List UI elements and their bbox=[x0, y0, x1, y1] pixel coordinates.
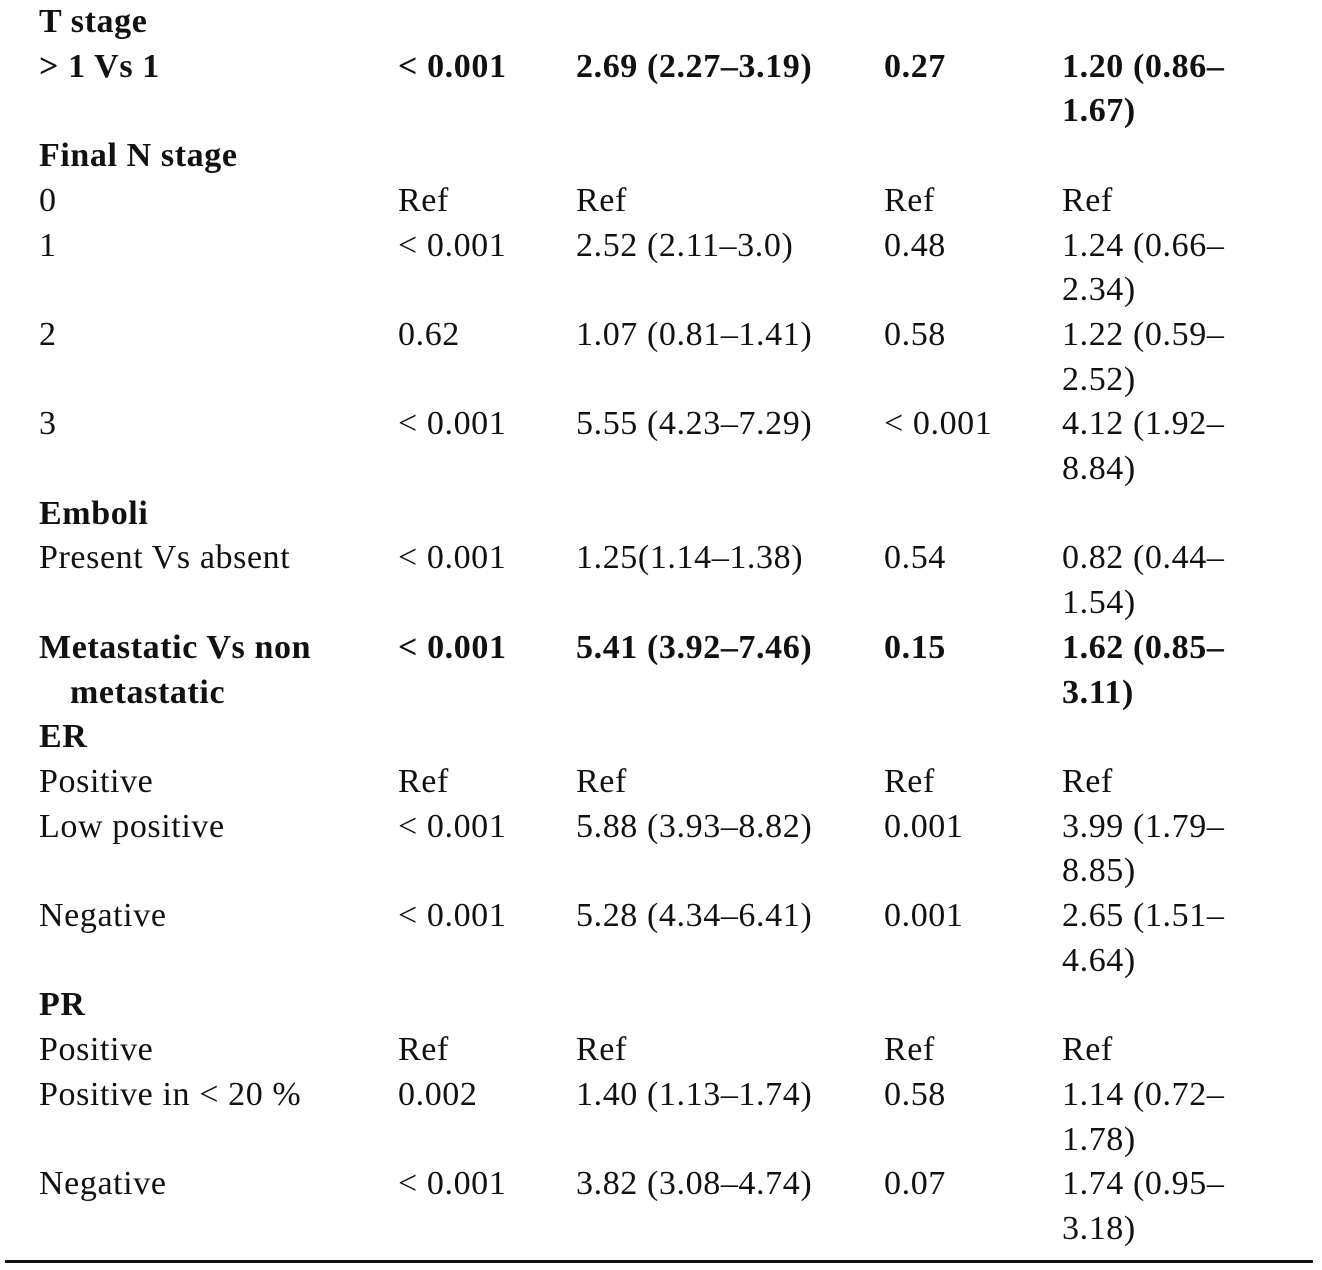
table-cell: 2.69 (2.27–3.19) bbox=[576, 47, 813, 85]
table-row: Positive Ref Ref Ref Ref bbox=[39, 760, 1259, 805]
table-cell: 0.27 bbox=[884, 47, 946, 85]
table-cell: 1.14 (0.72–1.78) bbox=[1062, 1075, 1225, 1158]
table-cell: 1.62 (0.85–3.11) bbox=[1062, 628, 1225, 711]
table-cell: < 0.001 bbox=[398, 1165, 507, 1203]
table-row: Final N stage bbox=[39, 134, 1259, 179]
table-cell: Ref bbox=[884, 762, 935, 800]
table-cell: Ref bbox=[576, 762, 627, 800]
row-label: Metastatic Vs non metastatic bbox=[39, 628, 312, 711]
table-cell: 0.58 bbox=[884, 315, 946, 353]
table-cell: 0.62 bbox=[398, 315, 460, 353]
table-cell: 1.74 (0.95–3.18) bbox=[1062, 1165, 1225, 1247]
table-row: Positive in < 20 % 0.002 1.40 (1.13–1.74) 0… bbox=[39, 1073, 1259, 1162]
table-cell: Ref bbox=[884, 181, 935, 219]
row-label: 3 bbox=[39, 405, 57, 443]
table-row: Present Vs absent < 0.001 1.25(1.14–1.38) 0… bbox=[39, 536, 1259, 625]
results-table: T stage > 1 Vs 1 < 0.001 2.69 (2.27–3.19) 0.… bbox=[39, 0, 1259, 1252]
table-cell: 5.28 (4.34–6.41) bbox=[576, 897, 813, 935]
table-row: 3 < 0.001 5.55 (4.23–7.29) < 0.001 4.12 (1.9… bbox=[39, 402, 1259, 491]
row-label: Negative bbox=[39, 897, 167, 935]
table-cell: 0.001 bbox=[884, 807, 964, 845]
table-cell: Ref bbox=[1062, 762, 1113, 800]
table-cell: 0.002 bbox=[398, 1075, 478, 1113]
table-body: T stage > 1 Vs 1 < 0.001 2.69 (2.27–3.19) 0.… bbox=[39, 0, 1259, 1252]
table-cell: Ref bbox=[576, 1031, 627, 1069]
table-row: Low positive < 0.001 5.88 (3.93–8.82) 0.001… bbox=[39, 805, 1259, 894]
section-header: Emboli bbox=[39, 494, 149, 532]
table-cell: 0.07 bbox=[884, 1165, 946, 1203]
table-cell: 2.52 (2.11–3.0) bbox=[576, 226, 794, 264]
section-header: PR bbox=[39, 986, 86, 1024]
row-label: 2 bbox=[39, 315, 57, 353]
table-cell: 0.82 (0.44–1.54) bbox=[1062, 539, 1225, 622]
table-row: 0 Ref Ref Ref Ref bbox=[39, 179, 1259, 224]
table-row: Emboli bbox=[39, 492, 1259, 537]
table-cell: 5.88 (3.93–8.82) bbox=[576, 807, 813, 845]
table-cell: < 0.001 bbox=[398, 226, 507, 264]
row-label: > 1 Vs 1 bbox=[39, 47, 160, 85]
table-cell: < 0.001 bbox=[398, 47, 507, 85]
table-cell: < 0.001 bbox=[398, 405, 507, 443]
table-row: T stage bbox=[39, 0, 1259, 45]
section-header: T stage bbox=[39, 3, 148, 40]
table-cell: 3.99 (1.79–8.85) bbox=[1062, 807, 1225, 890]
table-cell: < 0.001 bbox=[398, 539, 507, 577]
table-cell: 1.24 (0.66–2.34) bbox=[1062, 226, 1225, 309]
table-cell: 3.82 (3.08–4.74) bbox=[576, 1165, 813, 1203]
table-cell: Ref bbox=[884, 1031, 935, 1069]
table-row: Positive Ref Ref Ref Ref bbox=[39, 1028, 1259, 1073]
table-cell: 1.07 (0.81–1.41) bbox=[576, 315, 813, 353]
table-cell: 2.65 (1.51–4.64) bbox=[1062, 897, 1225, 979]
table-row: ER bbox=[39, 715, 1259, 760]
table-row: Negative < 0.001 3.82 (3.08–4.74) 0.07 1.74 … bbox=[39, 1162, 1259, 1251]
bottom-rule bbox=[5, 1260, 1313, 1263]
table-cell: 1.20 (0.86–1.67) bbox=[1062, 47, 1225, 130]
table-cell: 1.25(1.14–1.38) bbox=[576, 539, 804, 577]
table-cell: 0.15 bbox=[884, 628, 946, 666]
table-cell: 1.22 (0.59–2.52) bbox=[1062, 315, 1225, 398]
table-cell: Ref bbox=[398, 1031, 449, 1069]
table-cell: 0.001 bbox=[884, 897, 964, 935]
section-header: ER bbox=[39, 718, 88, 756]
table-cell: 5.41 (3.92–7.46) bbox=[576, 628, 813, 666]
row-label: Positive in < 20 % bbox=[39, 1075, 302, 1113]
row-label: 1 bbox=[39, 226, 57, 264]
table-cell: Ref bbox=[1062, 1031, 1113, 1069]
table-row: > 1 Vs 1 < 0.001 2.69 (2.27–3.19) 0.27 1.20 … bbox=[39, 45, 1259, 134]
row-label: 0 bbox=[39, 181, 57, 219]
table-cell: < 0.001 bbox=[884, 405, 993, 443]
table-row: 2 0.62 1.07 (0.81–1.41) 0.58 1.22 (0.59–2.52… bbox=[39, 313, 1259, 402]
table-cell: Ref bbox=[398, 762, 449, 800]
row-label: Positive bbox=[39, 1031, 154, 1069]
table-cell: < 0.001 bbox=[398, 897, 507, 935]
table-cell: 4.12 (1.92–8.84) bbox=[1062, 405, 1225, 488]
row-label: Negative bbox=[39, 1165, 167, 1203]
table-cell: Ref bbox=[576, 181, 627, 219]
table-cell: Ref bbox=[398, 181, 449, 219]
row-label: Positive bbox=[39, 762, 154, 800]
row-label: Low positive bbox=[39, 807, 225, 845]
table-row: Negative < 0.001 5.28 (4.34–6.41) 0.001 2.65… bbox=[39, 894, 1259, 983]
table-cell: < 0.001 bbox=[398, 807, 507, 845]
table-row: 1 < 0.001 2.52 (2.11–3.0) 0.48 1.24 (0.66–2.… bbox=[39, 224, 1259, 313]
table-cell: 0.58 bbox=[884, 1075, 946, 1113]
table-cell: 5.55 (4.23–7.29) bbox=[576, 405, 813, 443]
table-cell: 0.48 bbox=[884, 226, 946, 264]
table-row: PR bbox=[39, 983, 1259, 1028]
table-cell: 0.54 bbox=[884, 539, 946, 577]
table-cell: < 0.001 bbox=[398, 628, 507, 666]
table-cell: 1.40 (1.13–1.74) bbox=[576, 1075, 813, 1113]
row-label: Present Vs absent bbox=[39, 539, 291, 577]
table-row: Metastatic Vs non metastatic < 0.001 5.41 … bbox=[39, 626, 1259, 715]
table-cell: Ref bbox=[1062, 181, 1113, 219]
section-header: Final N stage bbox=[39, 137, 238, 175]
